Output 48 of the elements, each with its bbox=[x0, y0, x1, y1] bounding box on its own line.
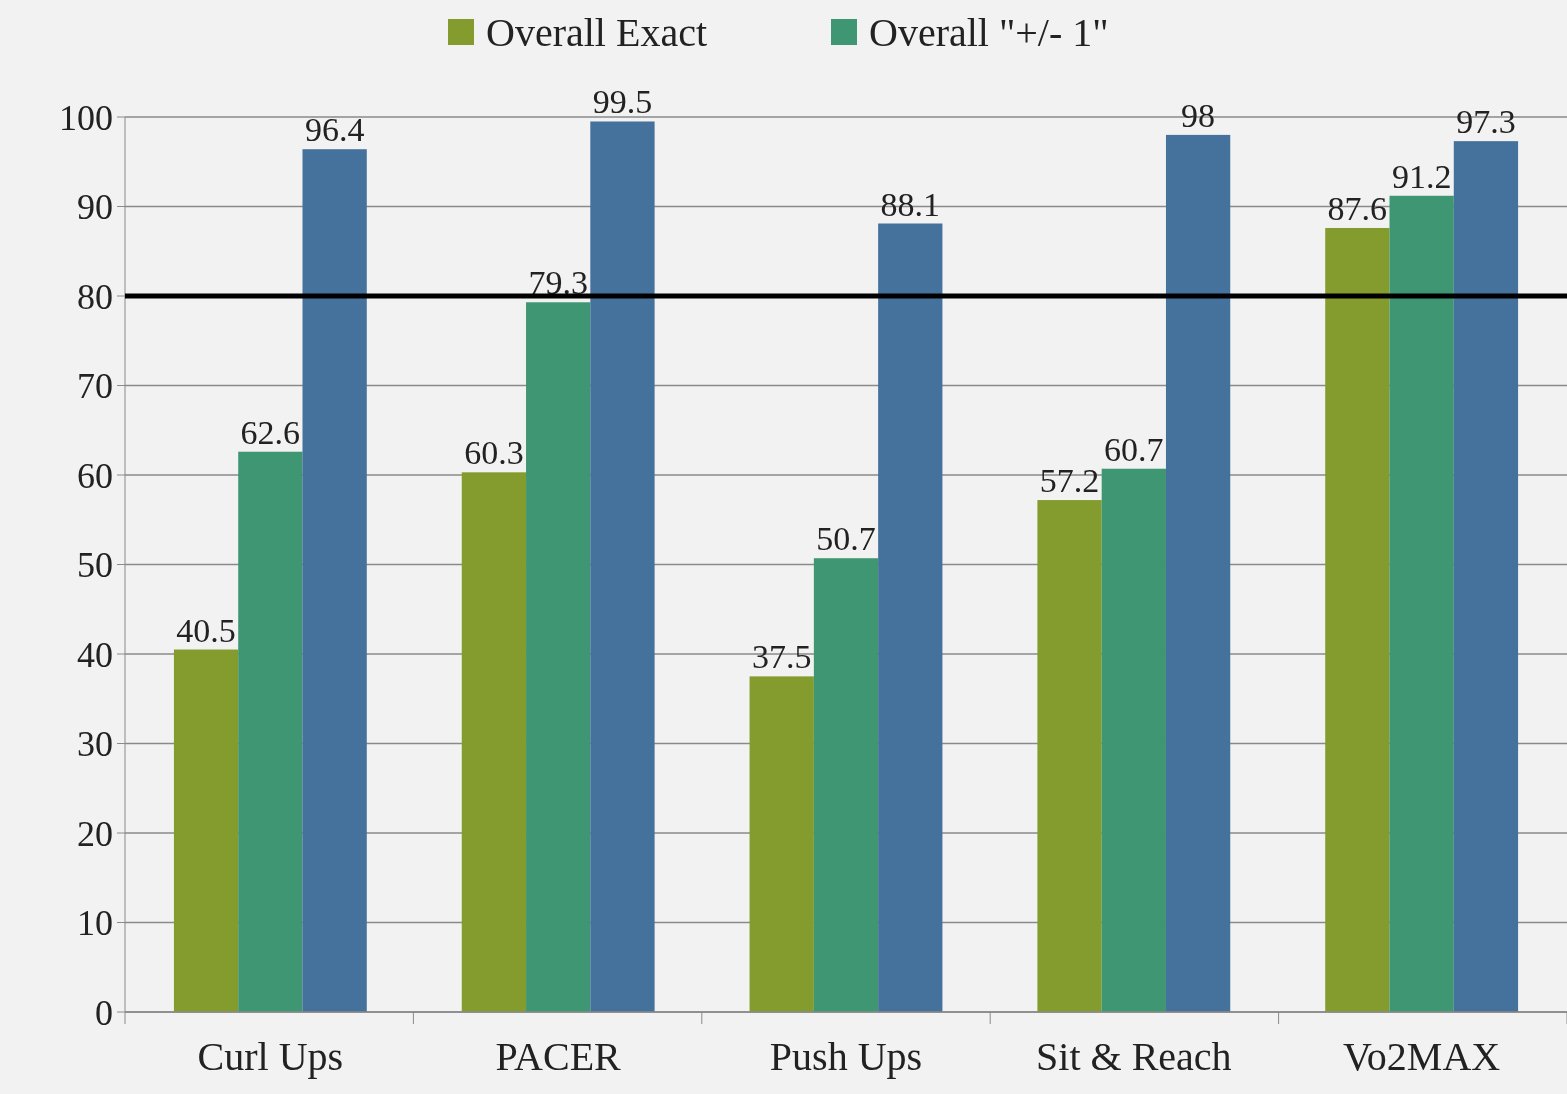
x-tick-label: Vo2MAX bbox=[1343, 1034, 1501, 1079]
data-label: 40.5 bbox=[176, 611, 236, 649]
data-label: 91.2 bbox=[1391, 157, 1452, 195]
y-tick-label: 80 bbox=[77, 276, 113, 317]
bar bbox=[749, 676, 814, 1012]
y-tick-label: 0 bbox=[95, 992, 113, 1033]
data-label: 62.6 bbox=[240, 413, 301, 451]
bar bbox=[1165, 134, 1231, 1012]
bar bbox=[590, 121, 655, 1012]
data-label: 50.7 bbox=[816, 520, 876, 558]
y-tick-label: 90 bbox=[77, 187, 113, 228]
data-label: 60.3 bbox=[464, 434, 524, 472]
y-tick-label: 50 bbox=[77, 545, 113, 586]
x-tick-label: PACER bbox=[495, 1034, 622, 1079]
data-label: 88.1 bbox=[880, 185, 941, 223]
x-tick-label: Curl Ups bbox=[197, 1034, 344, 1079]
y-tick-label: 70 bbox=[77, 366, 113, 407]
data-label: 37.5 bbox=[751, 638, 812, 676]
bar bbox=[302, 149, 367, 1012]
y-tick-label: 30 bbox=[77, 724, 113, 765]
y-tick-label: 100 bbox=[59, 97, 113, 138]
y-tick-label: 60 bbox=[77, 455, 113, 496]
legend-label: Overall Exact bbox=[486, 10, 707, 55]
bar bbox=[1037, 500, 1102, 1012]
legend-label: Overall "+/- 1" bbox=[869, 10, 1109, 55]
data-label: 57.2 bbox=[1039, 462, 1100, 500]
data-label: 99.5 bbox=[592, 83, 653, 121]
bar bbox=[1101, 468, 1166, 1012]
bar bbox=[878, 223, 943, 1012]
x-tick-label: Push Ups bbox=[769, 1034, 923, 1079]
bar bbox=[1389, 195, 1454, 1012]
bar bbox=[1453, 141, 1519, 1012]
bar bbox=[461, 472, 527, 1012]
y-tick-label: 40 bbox=[77, 634, 113, 675]
bar bbox=[813, 558, 879, 1012]
y-tick-label: 10 bbox=[77, 903, 113, 944]
bar bbox=[526, 302, 591, 1012]
data-label: 79.3 bbox=[528, 264, 588, 302]
data-label: 97.3 bbox=[1456, 103, 1516, 141]
bar bbox=[238, 451, 303, 1012]
data-label: 87.6 bbox=[1327, 189, 1388, 227]
bar bbox=[173, 649, 239, 1012]
bar bbox=[1325, 227, 1390, 1012]
data-label: 60.7 bbox=[1104, 430, 1164, 468]
data-label: 98 bbox=[1181, 96, 1216, 134]
x-tick-label: Sit & Reach bbox=[1036, 1034, 1232, 1079]
data-label: 96.4 bbox=[304, 111, 365, 149]
y-tick-label: 20 bbox=[77, 813, 113, 854]
